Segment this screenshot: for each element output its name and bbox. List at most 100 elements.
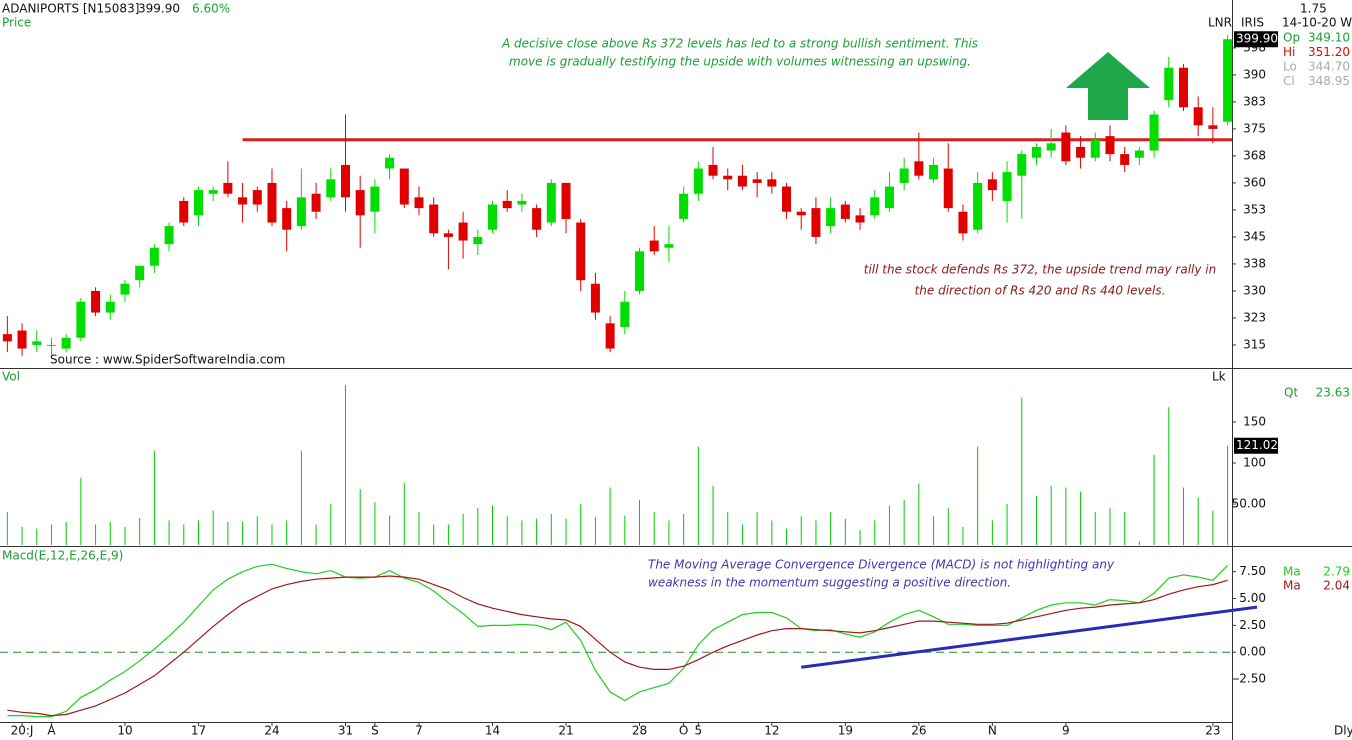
candle-body: [679, 193, 689, 219]
volume-bar: [653, 512, 655, 545]
volume-bar: [580, 503, 582, 545]
candle-body: [546, 182, 556, 223]
y-tick-label: 2.50: [1239, 618, 1266, 632]
period: Dly: [1334, 724, 1352, 738]
volume-bar: [462, 513, 464, 545]
info-value: 351.20: [1308, 45, 1350, 59]
volume-bar: [242, 522, 244, 545]
x-tick-label: 24: [264, 724, 279, 738]
candle-body: [414, 197, 424, 209]
candle-body: [135, 265, 145, 281]
candle-body: [282, 208, 292, 230]
candle-body: [223, 182, 233, 194]
volume-bar: [139, 517, 141, 545]
volume-bar: [962, 526, 964, 545]
annotation: The Moving Average Convergence Divergenc…: [648, 558, 1115, 572]
candle-body: [1061, 132, 1071, 162]
volume-bar: [183, 524, 185, 545]
volume-bar: [492, 505, 494, 545]
candle-body: [1046, 143, 1056, 151]
volume-bar: [109, 522, 111, 545]
x-tick-label: 9: [1062, 724, 1070, 738]
info-value: 344.70: [1308, 60, 1350, 74]
candle-body: [311, 193, 321, 212]
x-tick-label: 17: [191, 724, 206, 738]
candle-body: [1002, 172, 1012, 201]
x-tick-label: 21: [558, 724, 573, 738]
legend-value: 2.79: [1323, 565, 1350, 579]
candle-body: [1208, 125, 1218, 129]
candle-body: [605, 323, 615, 349]
tag: LNR: [1208, 16, 1232, 30]
volume-bar: [727, 512, 729, 545]
candle-body: [267, 182, 277, 223]
y-tick-label: 345: [1243, 229, 1266, 243]
volume-bar: [286, 520, 288, 545]
candle-body: [929, 164, 939, 180]
candle-body: [958, 211, 968, 234]
volume-bar: [95, 524, 97, 545]
candle-body: [693, 168, 703, 194]
x-tick-label: A: [47, 724, 56, 738]
volume-bar: [6, 512, 8, 545]
candle-body: [590, 283, 600, 313]
volume-bar: [374, 502, 376, 545]
volume-bar: [977, 446, 979, 545]
candle-body: [840, 204, 850, 219]
x-tick-label: 14: [485, 724, 500, 738]
candle-body: [1164, 67, 1174, 101]
x-tick-label: O: [679, 724, 688, 738]
qt-label: Qt: [1284, 386, 1298, 400]
candle-body: [1178, 67, 1188, 108]
volume-bar: [741, 524, 743, 545]
info-key: Op: [1283, 31, 1300, 45]
x-tick-label: 20:J: [11, 724, 34, 738]
y-tick-label: 323: [1243, 310, 1266, 324]
annotation: move is gradually testifying the upside …: [509, 55, 971, 69]
candle-body: [884, 186, 894, 209]
x-tick-label: S: [371, 724, 379, 738]
volume-bar: [1080, 491, 1082, 545]
x-tick-label: 19: [838, 724, 853, 738]
legend-value: 2.04: [1323, 579, 1350, 593]
y-tick-label: 0.00: [1239, 645, 1266, 659]
info-key: Hi: [1283, 45, 1295, 59]
annotation: weakness in the momentum suggesting a po…: [648, 576, 1011, 590]
info-top: 1.75: [1300, 2, 1327, 16]
volume-bar: [1182, 487, 1184, 545]
candle-body: [399, 168, 409, 205]
candle-body: [458, 222, 468, 241]
candle-body: [17, 330, 27, 349]
volume-bar: [565, 518, 567, 545]
y-tick-label: 368: [1243, 148, 1266, 162]
y-tick-label: 383: [1243, 94, 1266, 108]
volume-bar: [609, 487, 611, 545]
candle-body: [1105, 136, 1115, 155]
x-tick-label: N: [988, 724, 997, 738]
x-tick-label: 23: [1205, 724, 1220, 738]
volume-unit: Lk: [1212, 370, 1226, 384]
candle-body: [76, 301, 86, 338]
volume-bar: [933, 516, 935, 545]
volume-bar: [800, 516, 802, 545]
volume-bar: [418, 512, 420, 545]
candle-body: [532, 208, 542, 230]
volume-bar: [697, 446, 699, 545]
volume-bar: [389, 515, 391, 545]
volume-bar: [1050, 485, 1052, 545]
candle-body: [796, 211, 806, 216]
candle-body: [473, 236, 483, 245]
candle-body: [252, 190, 262, 205]
candle-body: [164, 226, 174, 245]
y-tick-label: 315: [1243, 337, 1266, 351]
qt-value: 23.63: [1316, 386, 1350, 400]
volume-bar: [344, 385, 346, 545]
volume-bar: [903, 499, 905, 545]
volume-bar: [683, 513, 685, 545]
volume-bar: [227, 522, 229, 545]
volume-bar: [830, 512, 832, 545]
y-tick-label: 390: [1243, 67, 1266, 81]
volume-bar: [786, 528, 788, 545]
volume-bar: [168, 520, 170, 545]
candle-body: [1031, 146, 1041, 158]
